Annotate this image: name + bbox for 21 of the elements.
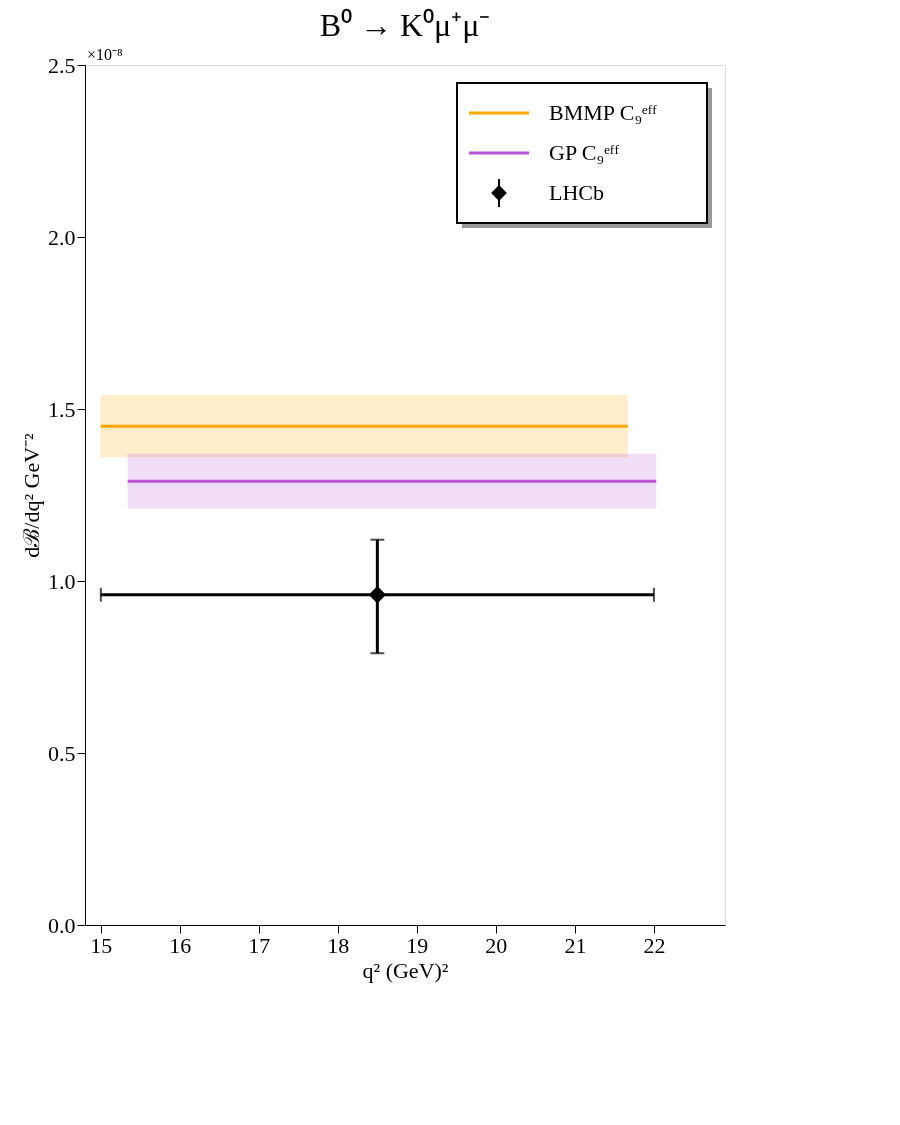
x-tick-label: 22 xyxy=(643,932,666,958)
y-tick-label: 0.0 xyxy=(48,912,76,938)
y-tick-label: 2.0 xyxy=(48,224,76,250)
x-tick-label: 17 xyxy=(248,932,271,958)
text: ×10⁻⁸ xyxy=(87,46,123,63)
legend-label: GP C₉ᵉᶠᶠ xyxy=(549,140,620,165)
legend-label: LHCb xyxy=(549,180,604,205)
x-tick-label: 20 xyxy=(485,932,508,958)
y-tick-label: 1.5 xyxy=(48,396,76,422)
chart-title: B⁰ → K⁰μ⁺μ⁻ xyxy=(319,7,491,43)
x-axis-title: q² (GeV)² xyxy=(362,957,449,983)
y-tick-label: 1.0 xyxy=(48,568,76,594)
y-axis-title: dℬ/dq² GeV⁻² xyxy=(19,432,44,558)
y-tick-label: 2.5 xyxy=(48,52,76,78)
legend-label: BMMP C₉ᵉᶠᶠ xyxy=(549,100,658,125)
y-tick-label: 0.5 xyxy=(48,740,76,766)
x-tick-label: 21 xyxy=(564,932,587,958)
x-tick-label: 16 xyxy=(169,932,192,958)
x-tick-label: 18 xyxy=(327,932,350,958)
x-tick-label: 15 xyxy=(90,932,113,958)
x-tick-label: 19 xyxy=(406,932,429,958)
